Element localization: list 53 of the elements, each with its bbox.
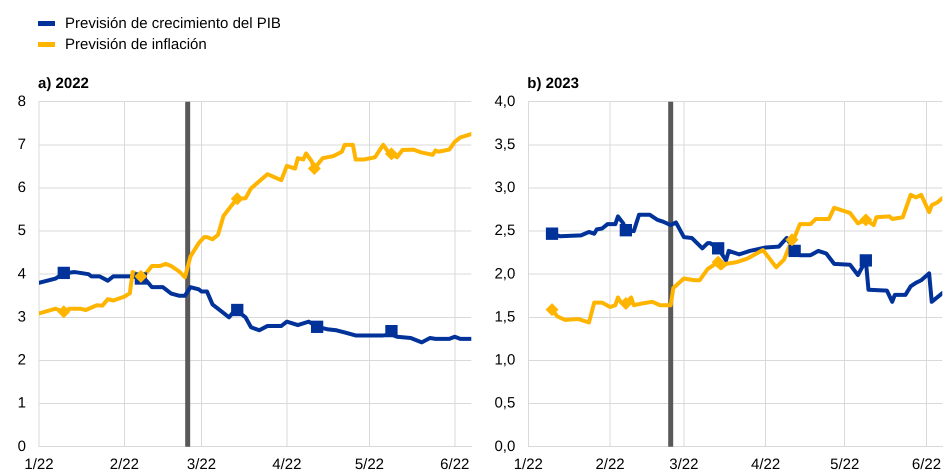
point [308, 162, 321, 176]
y-tick-label: 8 [18, 92, 26, 110]
y-tick-label: 6 [18, 179, 26, 196]
chart-title: a) 2022 [38, 74, 89, 92]
x-tick-label: 3/22 [186, 456, 216, 472]
y-tick-label: 1 [18, 394, 26, 412]
x-tick-label: 3/22 [669, 456, 698, 472]
x-tick-label: 6/22 [912, 456, 942, 472]
x-tick-label: 1/22 [514, 456, 543, 472]
y-tick-label: 4,0 [494, 92, 516, 110]
point [385, 324, 398, 338]
chart-title: b) 2023 [527, 74, 579, 92]
point [620, 224, 632, 236]
point [785, 233, 798, 246]
x-tick-label: 1/22 [24, 456, 54, 472]
y-tick-label: 3,0 [494, 179, 516, 196]
point [230, 192, 244, 206]
x-tick-label: 4/22 [751, 456, 780, 472]
legend-label: Previsión de inflación [65, 36, 207, 53]
y-tick-label: 4 [18, 265, 26, 282]
x-tick-label: 2/22 [595, 456, 625, 472]
legend-label: Previsión de crecimiento del PIB [65, 15, 281, 32]
x-tick-label: 2/22 [110, 456, 139, 472]
x-tick-label: 5/22 [830, 456, 860, 472]
y-tick-label: 2,0 [494, 265, 516, 282]
y-tick-label: 3,5 [494, 136, 516, 153]
point [58, 266, 70, 280]
point [712, 256, 725, 269]
point [788, 244, 801, 258]
y-tick-label: 0,0 [494, 438, 516, 455]
point [546, 228, 558, 240]
y-tick-label: 1,5 [494, 308, 516, 326]
point [619, 297, 632, 310]
y-tick-label: 1,0 [494, 352, 516, 369]
y-tick-label: 0 [18, 438, 26, 455]
x-tick-label: 5/22 [354, 456, 384, 472]
point [384, 147, 398, 160]
point [57, 305, 70, 318]
y-tick-label: 5 [18, 222, 26, 240]
point [231, 304, 244, 316]
y-tick-label: 0,5 [494, 394, 516, 412]
y-tick-label: 3 [18, 308, 26, 326]
point [546, 303, 559, 316]
point [712, 242, 724, 254]
point [859, 213, 872, 226]
x-tick-label: 4/22 [272, 456, 302, 472]
point [310, 320, 324, 333]
y-tick-label: 2 [18, 352, 26, 369]
y-tick-label: 7 [18, 136, 26, 153]
point [134, 270, 148, 283]
y-tick-label: 2,5 [494, 222, 516, 240]
x-tick-label: 6/22 [440, 456, 470, 472]
point [860, 254, 872, 267]
